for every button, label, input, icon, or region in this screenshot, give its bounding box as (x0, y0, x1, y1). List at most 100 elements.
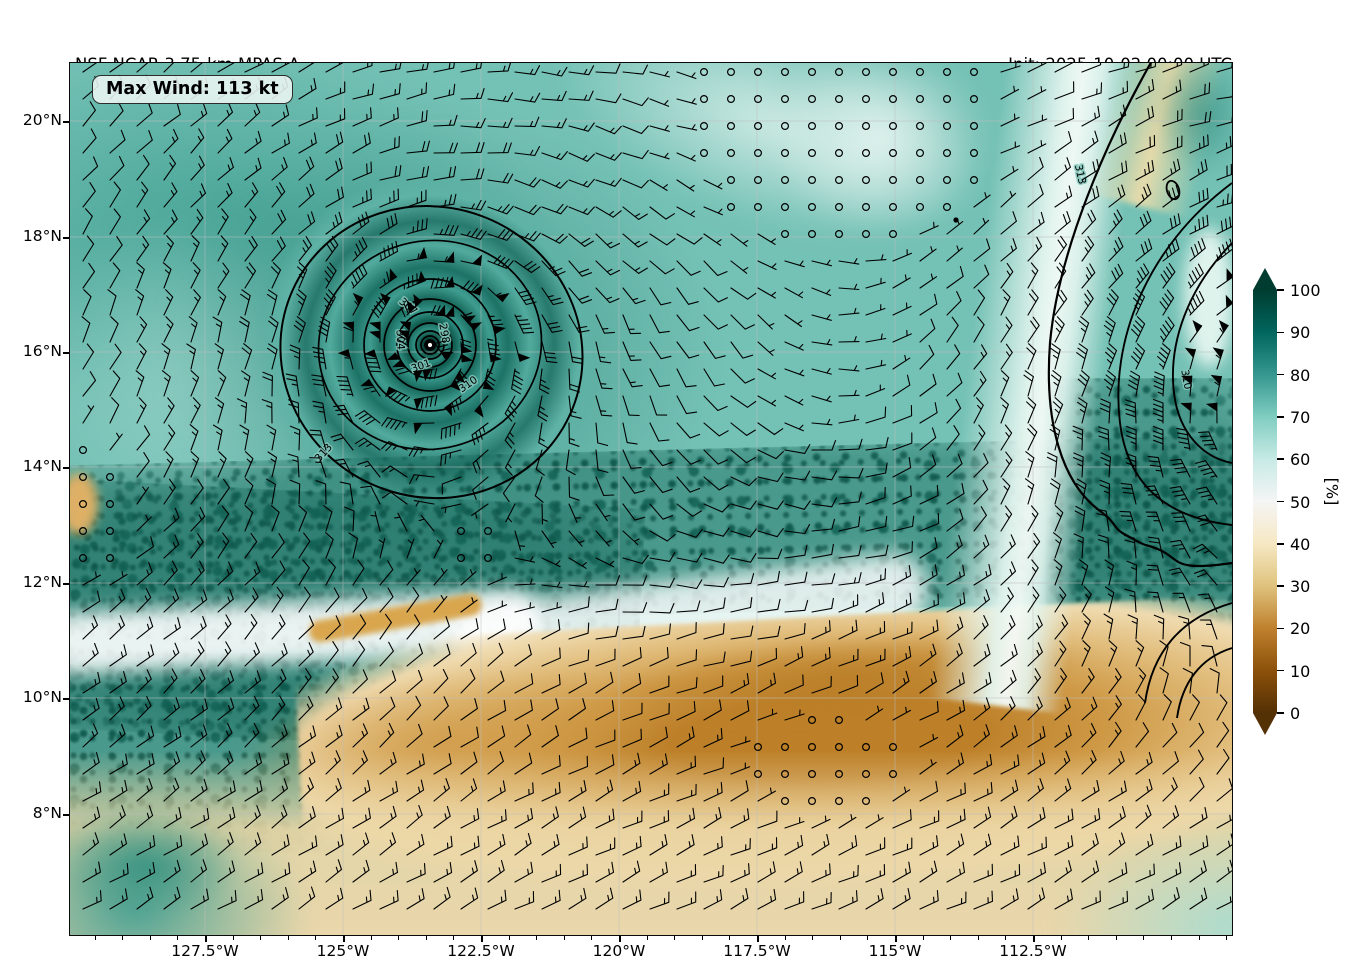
y-tick-label: 14°N (22, 457, 62, 475)
colorbar-tick-label: 80 (1290, 365, 1311, 385)
x-tick-mark (343, 936, 345, 942)
colorbar-tick-mark (1277, 627, 1284, 630)
x-minor-tick (1171, 936, 1172, 940)
height-contour-label: 313 (1072, 163, 1088, 185)
x-tick-label: 122.5°W (447, 942, 515, 960)
calm-wind-circles (78, 68, 978, 805)
x-tick-label: 112.5°W (999, 942, 1067, 960)
colorbar-tick-mark (1277, 373, 1284, 376)
x-minor-tick (370, 936, 372, 940)
x-tick-mark (757, 936, 759, 942)
colorbar-tick-label: 60 (1290, 450, 1311, 470)
colorbar-tick-label: 70 (1290, 407, 1311, 427)
colorbar-tick-label: 30 (1290, 577, 1311, 597)
colorbar-tick-mark (1277, 331, 1284, 334)
y-tick-mark (63, 121, 69, 123)
x-minor-tick (260, 936, 262, 940)
x-minor-tick (287, 936, 289, 940)
x-tick-mark (205, 936, 207, 942)
x-tick-mark (1033, 936, 1035, 942)
x-minor-tick (1115, 936, 1117, 940)
x-minor-tick (729, 936, 731, 940)
graticule-gridlines (70, 63, 1232, 935)
x-tick-mark (481, 936, 483, 942)
x-minor-tick (536, 936, 538, 940)
x-minor-tick (784, 936, 786, 940)
x-minor-tick (232, 936, 234, 940)
y-tick-label: 16°N (22, 342, 62, 360)
x-minor-tick (398, 936, 400, 940)
height-contour-label: 298 (436, 323, 451, 345)
map-canvas: 298301304307310313313310 (70, 63, 1232, 935)
y-tick-mark (63, 237, 69, 239)
height-contour-closed-low (1165, 179, 1181, 201)
x-minor-tick (646, 936, 648, 940)
colorbar-tick-mark (1277, 289, 1284, 291)
colorbar-unit-label: [%] (1322, 477, 1342, 506)
x-minor-tick (563, 936, 565, 940)
x-minor-tick (867, 936, 869, 940)
x-minor-tick (701, 936, 703, 940)
x-minor-tick (122, 936, 124, 940)
humidity-shading (1150, 63, 1232, 178)
x-minor-tick (1088, 936, 1090, 940)
x-tick-label: 120°W (592, 942, 646, 960)
wind-barbs (81, 63, 1232, 910)
colorbar-top-arrow (1253, 268, 1277, 290)
y-tick-mark (63, 467, 69, 469)
x-tick-label: 125°W (316, 942, 370, 960)
colorbar-tick-mark (1277, 500, 1284, 503)
colorbar-tick-label: 40 (1290, 534, 1311, 554)
colorbar-tick-mark (1277, 669, 1284, 672)
x-tick-label: 117.5°W (723, 942, 791, 960)
x-minor-tick (149, 936, 151, 940)
x-minor-tick (94, 936, 96, 940)
colorbar-tick-label: 100 (1290, 281, 1321, 300)
x-minor-tick (1198, 936, 1200, 940)
x-minor-tick (950, 936, 952, 940)
y-tick-label: 18°N (22, 227, 62, 245)
colorbar-tick-mark (1277, 543, 1284, 545)
humidity-shading (770, 63, 990, 233)
x-minor-tick (315, 936, 317, 940)
y-tick-label: 12°N (22, 573, 62, 591)
colorbar-tick-label: 50 (1290, 492, 1311, 512)
colorbar (1253, 290, 1277, 713)
x-minor-tick (177, 936, 179, 940)
colorbar-tick-label: 20 (1290, 619, 1311, 639)
x-minor-tick (977, 936, 979, 940)
y-tick-label: 10°N (22, 688, 62, 706)
y-tick-label: 8°N (32, 804, 62, 822)
height-contour-label: 313 (313, 442, 335, 465)
x-tick-label: 127.5°W (171, 942, 239, 960)
colorbar-tick-mark (1277, 712, 1284, 714)
max-wind-badge: Max Wind: 113 kt (92, 75, 293, 104)
height-contour-line (1176, 647, 1232, 719)
x-minor-tick (508, 936, 510, 940)
colorbar-tick-mark (1277, 585, 1284, 587)
x-tick-label: 115°W (868, 942, 922, 960)
colorbar-tick-mark (1277, 416, 1284, 418)
height-contour-line (1117, 182, 1232, 526)
y-tick-mark (63, 352, 69, 354)
map-plot-area: 298301304307310313313310 (70, 63, 1232, 935)
y-tick-mark (63, 583, 69, 585)
x-minor-tick (453, 936, 455, 940)
x-minor-tick (1060, 936, 1062, 940)
x-minor-tick (839, 936, 841, 940)
cyclone-eye-dot (427, 342, 433, 348)
contour-fragment (953, 217, 959, 223)
x-minor-tick (922, 936, 924, 940)
x-minor-tick (425, 936, 427, 940)
colorbar-tick-label: 90 (1290, 323, 1311, 343)
height-contour-line (1172, 242, 1232, 464)
x-tick-mark (895, 936, 897, 942)
x-minor-tick (812, 936, 814, 940)
y-tick-label: 20°N (22, 111, 62, 129)
x-minor-tick (1143, 936, 1145, 940)
height-contour-line (1047, 63, 1232, 568)
colorbar-tick-label: 0 (1290, 704, 1301, 723)
x-minor-tick (1226, 936, 1228, 940)
y-tick-mark (63, 814, 69, 816)
x-tick-mark (619, 936, 621, 942)
